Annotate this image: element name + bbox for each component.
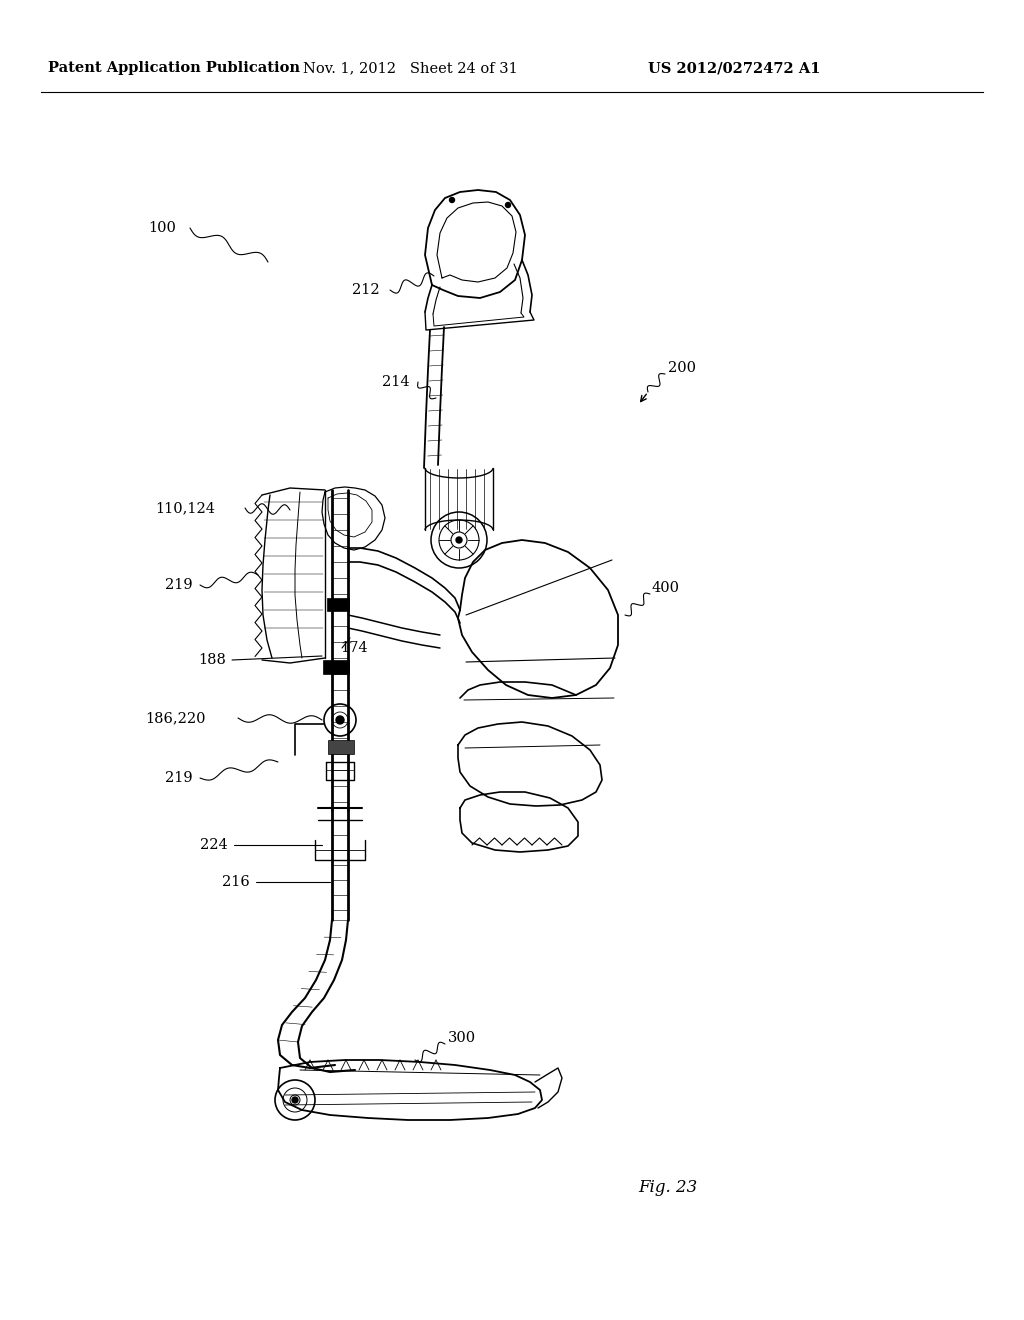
Text: 188: 188	[198, 653, 226, 667]
Text: 224: 224	[200, 838, 227, 851]
Text: 174: 174	[340, 642, 368, 655]
Text: 212: 212	[352, 282, 380, 297]
Circle shape	[292, 1097, 298, 1104]
Circle shape	[456, 537, 462, 543]
Text: 200: 200	[668, 360, 696, 375]
Text: 219: 219	[165, 578, 193, 591]
Text: 300: 300	[449, 1031, 476, 1045]
Text: 214: 214	[382, 375, 410, 389]
Bar	[327, 598, 349, 611]
Circle shape	[336, 715, 344, 723]
Text: 110,124: 110,124	[155, 502, 215, 515]
Bar	[328, 741, 354, 754]
Text: Patent Application Publication: Patent Application Publication	[48, 61, 300, 75]
Circle shape	[506, 202, 511, 207]
Text: Nov. 1, 2012   Sheet 24 of 31: Nov. 1, 2012 Sheet 24 of 31	[303, 61, 517, 75]
Text: 219: 219	[165, 771, 193, 785]
Text: Fig. 23: Fig. 23	[638, 1180, 697, 1196]
Text: 186,220: 186,220	[145, 711, 206, 725]
Text: 400: 400	[652, 581, 680, 595]
Circle shape	[450, 198, 455, 202]
Text: US 2012/0272472 A1: US 2012/0272472 A1	[648, 61, 820, 75]
Text: 100: 100	[148, 220, 176, 235]
Bar	[323, 660, 349, 675]
Text: 216: 216	[222, 875, 250, 888]
